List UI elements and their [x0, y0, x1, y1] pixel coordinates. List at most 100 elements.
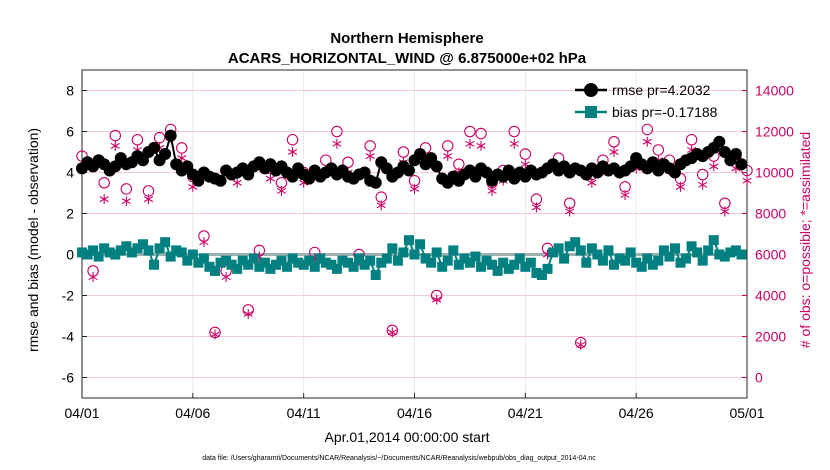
asterisk-stroke-2 — [332, 140, 342, 147]
bias-point — [531, 267, 542, 278]
rmse-point — [148, 141, 161, 154]
legend-rmse-marker — [584, 83, 598, 97]
asterisk-stroke-2 — [143, 196, 154, 203]
bias-point — [730, 245, 741, 256]
assimilated-obs-point — [121, 196, 131, 207]
asterisk-stroke-2 — [487, 187, 497, 194]
assimilated-obs-point — [709, 161, 719, 172]
bias-point — [287, 253, 298, 264]
bias-point — [309, 261, 320, 272]
assimilated-obs-point — [509, 138, 519, 149]
assimilated-obs-point — [609, 147, 619, 157]
bias-point — [559, 253, 570, 264]
asterisk-stroke-2 — [99, 196, 109, 203]
bias-point — [304, 255, 315, 266]
asterisk-stroke-2 — [576, 341, 586, 348]
assimilated-obs-point — [210, 329, 220, 340]
bias-point — [442, 255, 453, 266]
bias-point — [270, 259, 281, 270]
assimilated-obs-point — [587, 177, 597, 188]
bias-point — [536, 270, 547, 280]
bias-point — [115, 245, 126, 256]
bias-point — [420, 253, 431, 264]
bias-point — [348, 261, 359, 272]
bias-point — [719, 251, 730, 262]
bias-point — [93, 251, 104, 262]
y-left-tick-label-0: -6 — [62, 370, 75, 386]
bias-point — [631, 257, 642, 268]
rmse-point — [164, 129, 177, 142]
bias-point — [503, 263, 514, 274]
bias-point — [736, 249, 747, 260]
bias-point — [243, 259, 254, 270]
assimilated-obs-point — [443, 151, 453, 162]
bias-point — [104, 247, 115, 258]
bias-point — [692, 247, 703, 258]
assimilated-obs-point — [332, 138, 342, 149]
bias-point — [282, 261, 293, 272]
bias-point — [597, 255, 608, 266]
rmse-point — [214, 174, 227, 187]
asterisk-stroke-2 — [121, 198, 131, 205]
y-left-tick-label-3: 0 — [66, 247, 74, 263]
rmse-point — [369, 176, 382, 189]
asterisk-stroke-2 — [675, 183, 686, 190]
title-line-2: ACARS_HORIZONTAL_WIND @ 6.875000e+02 hPa — [228, 50, 587, 67]
bias-point — [343, 257, 353, 268]
bias-point — [320, 257, 331, 268]
rmse-point — [414, 148, 427, 161]
assimilated-obs-point — [110, 140, 120, 151]
bias-point — [88, 245, 99, 256]
assimilated-obs-point — [620, 190, 630, 201]
bias-point — [636, 261, 647, 272]
bias-point — [381, 253, 392, 264]
possible-obs-point — [176, 142, 188, 154]
bias-point — [210, 265, 220, 276]
bias-point — [121, 241, 132, 252]
bias-point — [453, 259, 464, 270]
bias-point — [403, 235, 414, 246]
y-right-tick-label-0: 0 — [755, 370, 763, 386]
assimilated-obs-point — [409, 183, 420, 194]
bias-point — [160, 237, 171, 248]
asterisk-stroke-2 — [742, 177, 752, 184]
bias-point — [642, 253, 653, 264]
bias-point — [137, 239, 148, 250]
bias-point — [315, 253, 326, 264]
possible-obs-point — [475, 127, 487, 140]
bias-point — [126, 247, 137, 258]
x-tick-label-2: 04/11 — [287, 405, 321, 421]
bias-point — [143, 245, 154, 256]
assimilated-obs-point — [642, 136, 652, 147]
bias-point — [171, 245, 182, 256]
asterisk-stroke-2 — [587, 179, 597, 186]
bias-point — [276, 255, 287, 266]
bias-point — [553, 243, 564, 254]
possible-obs-point — [342, 156, 354, 169]
bias-point — [415, 239, 426, 250]
title-line-1: Northern Hemisphere — [330, 30, 483, 47]
bias-point — [570, 237, 581, 248]
asterisk-stroke-2 — [287, 149, 298, 155]
x-tick-label-3: 04/16 — [397, 405, 432, 421]
bias-point — [365, 255, 376, 266]
bias-point — [204, 261, 215, 272]
bias-point — [165, 251, 176, 262]
bias-point — [575, 245, 586, 256]
assimilated-obs-point — [720, 206, 730, 217]
asterisk-stroke-2 — [443, 153, 453, 160]
bias-point — [331, 263, 342, 274]
assimilated-obs-point — [675, 181, 686, 192]
bias-point — [426, 257, 437, 268]
assimilated-obs-point — [742, 175, 752, 186]
y-right-tick-label-2: 4000 — [755, 288, 786, 304]
asterisk-stroke-2 — [720, 208, 730, 215]
y-right-tick-label-3: 6000 — [755, 247, 786, 263]
asterisk-stroke-2 — [376, 202, 386, 209]
bias-point — [459, 253, 470, 264]
asterisk-stroke-2 — [698, 181, 708, 188]
bias-point — [99, 243, 110, 254]
asterisk-stroke-2 — [476, 142, 486, 149]
possible-obs-point — [364, 140, 376, 152]
asterisk-stroke-2 — [620, 192, 630, 199]
